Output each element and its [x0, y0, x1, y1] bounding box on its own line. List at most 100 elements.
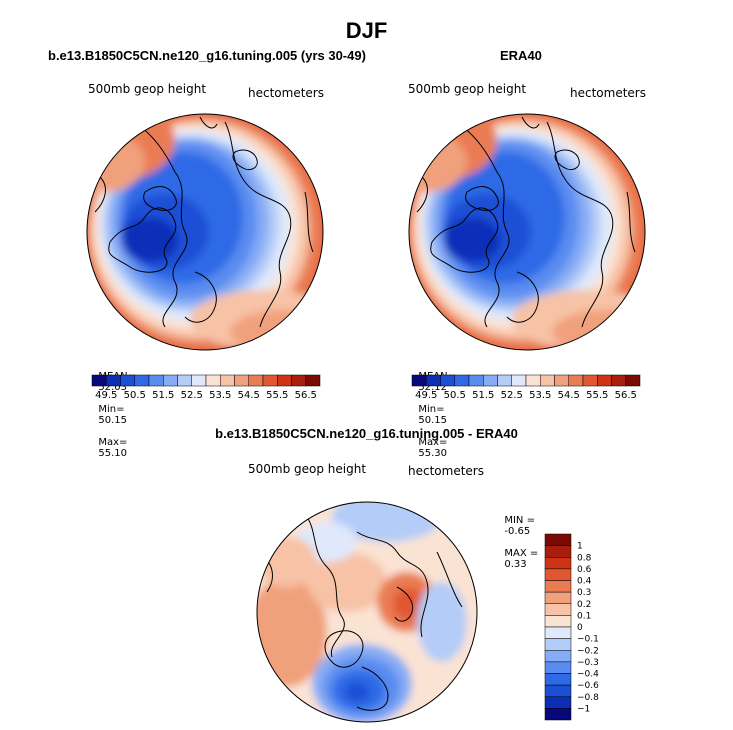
model-colorbar-tick-label: 49.5	[95, 390, 117, 401]
diff-colorbar-tick-label: −0.6	[577, 681, 599, 691]
diff-min-label: MIN =	[504, 515, 535, 526]
model-colorbar-swatch	[177, 374, 192, 387]
obs-max-value: 55.30	[418, 448, 447, 459]
obs-colorbar-swatch	[582, 374, 598, 387]
obs-colorbar-swatch	[454, 374, 470, 387]
diff-variable-label: 500mb geop height	[248, 462, 367, 476]
obs-colorbar-swatch	[468, 374, 484, 387]
model-colorbar-swatch	[91, 374, 107, 387]
obs-colorbar: 49.5 50.5 51.5 52.5 53.5 54.5 55.5 56.5	[411, 374, 641, 401]
model-colorbar-tick-label: 54.5	[238, 390, 260, 401]
obs-colorbar-tick-label: 53.5	[529, 390, 551, 401]
panel-title-model: b.e13.B1850C5CN.ne120_g16.tuning.005 (yr…	[48, 48, 366, 63]
diff-colorbar-tick-label: 0.4	[577, 577, 592, 587]
diff-colorbar-tick-label: 0.1	[577, 611, 591, 621]
obs-min-value: 50.15	[418, 415, 447, 426]
diff-colorbar-swatch	[544, 580, 572, 593]
diff-colorbar-swatch	[544, 545, 572, 558]
diff-min-value: -0.65	[504, 526, 531, 537]
obs-colorbar-swatch	[426, 374, 441, 387]
diff-colorbar-tick-label: −0.3	[577, 658, 599, 668]
panel-title-obs: ERA40	[500, 48, 542, 63]
obs-colorbar-swatch	[483, 374, 498, 387]
diff-map	[257, 502, 477, 722]
model-colorbar-swatch	[220, 374, 235, 387]
diff-colorbar-tick-label: 0.2	[577, 600, 591, 610]
obs-unit-label: hectometers	[570, 86, 646, 100]
diff-colorbar-tick-label: −0.2	[577, 646, 599, 656]
obs-min-label: Min=	[418, 404, 445, 415]
obs-colorbar-swatch	[597, 374, 612, 387]
diff-colorbar-swatch	[544, 626, 572, 639]
panel-title-diff: b.e13.B1850C5CN.ne120_g16.tuning.005 - E…	[215, 426, 518, 441]
model-mean-value: 52.03	[98, 382, 127, 393]
model-map-border	[86, 113, 324, 351]
model-colorbar-swatch	[248, 374, 264, 387]
diff-colorbar-tick-label: 0.8	[577, 553, 592, 563]
obs-colorbar-swatch	[568, 374, 584, 387]
obs-colorbar-tick-label: 50.5	[444, 390, 466, 401]
diff-colorbar-tick-label: 0	[577, 623, 583, 633]
model-colorbar-swatch	[262, 374, 278, 387]
model-colorbar-swatch	[277, 374, 292, 387]
diff-colorbar-tick-label: 1	[577, 542, 583, 552]
diff-colorbar-tick-label: −1	[577, 704, 590, 714]
model-colorbar-swatch	[120, 374, 135, 387]
model-colorbar-tick-label: 53.5	[209, 390, 231, 401]
obs-colorbar-swatch	[511, 374, 527, 387]
diff-colorbar-tick-label: 0.6	[577, 565, 592, 575]
diff-max-label: MAX =	[504, 548, 539, 559]
obs-map	[409, 114, 645, 350]
diff-colorbar-swatch	[544, 650, 572, 663]
obs-mean-value: 52.12	[418, 382, 447, 393]
diff-colorbar-swatch	[544, 533, 572, 546]
model-colorbar-tick-label: 51.5	[152, 390, 174, 401]
obs-colorbar-tick-label: 52.5	[501, 390, 523, 401]
obs-colorbar-swatch	[611, 374, 626, 387]
model-colorbar-tick-label: 50.5	[124, 390, 146, 401]
obs-colorbar-swatch	[540, 374, 555, 387]
model-colorbar-swatch	[305, 374, 321, 387]
model-colorbar-tick-label: 55.5	[266, 390, 288, 401]
model-colorbar-swatch	[291, 374, 306, 387]
obs-colorbar-tick-label: 49.5	[415, 390, 437, 401]
diff-colorbar-tick-label: −0.4	[577, 670, 599, 680]
model-colorbar-swatch	[191, 374, 207, 387]
model-max-value: 55.10	[98, 448, 127, 459]
obs-colorbar-swatch	[625, 374, 641, 387]
model-min-value: 50.15	[98, 415, 127, 426]
diff-colorbar-swatch	[544, 603, 572, 616]
obs-colorbar-swatch	[440, 374, 455, 387]
diff-colorbar-tick-label: −0.1	[577, 635, 599, 645]
diff-colorbar-swatch	[544, 684, 572, 697]
diff-colorbar-swatch	[544, 638, 572, 651]
model-min-label: Min=	[98, 404, 125, 415]
diff-colorbar-swatch	[544, 696, 572, 709]
diff-unit-label: hectometers	[408, 464, 484, 478]
diff-map-border	[256, 501, 478, 723]
diff-colorbar-swatch	[544, 568, 572, 581]
diff-colorbar-swatch	[544, 673, 572, 686]
model-colorbar-swatch	[205, 374, 221, 387]
diff-colorbar-tick-label: 0.3	[577, 588, 591, 598]
model-colorbar-swatch	[234, 374, 249, 387]
obs-colorbar-swatch	[525, 374, 541, 387]
obs-colorbar-tick-label: 54.5	[558, 390, 580, 401]
model-unit-label: hectometers	[248, 86, 324, 100]
model-colorbar-swatch	[163, 374, 178, 387]
diff-colorbar-swatch	[544, 615, 572, 628]
model-colorbar-swatch	[134, 374, 150, 387]
obs-max-label: Max=	[418, 437, 448, 448]
diff-colorbar-tick-label: −0.8	[577, 693, 599, 703]
diff-colorbar-swatch	[544, 661, 572, 674]
diff-colorbar: 10.8 0.6 0.40.3 0.20.1 0 −0.1−0.2 −0.3 −0.4−0.6…	[544, 533, 599, 721]
diff-colorbar-swatch	[544, 557, 572, 570]
diff-colorbar-swatch	[544, 708, 572, 721]
obs-variable-label: 500mb geop height	[408, 82, 527, 96]
obs-colorbar-tick-label: 51.5	[472, 390, 494, 401]
obs-colorbar-swatch	[497, 374, 512, 387]
model-colorbar-swatch	[106, 374, 121, 387]
diff-colorbar-swatch	[544, 591, 572, 604]
obs-colorbar-swatch	[554, 374, 569, 387]
page-title: DJF	[345, 18, 388, 43]
